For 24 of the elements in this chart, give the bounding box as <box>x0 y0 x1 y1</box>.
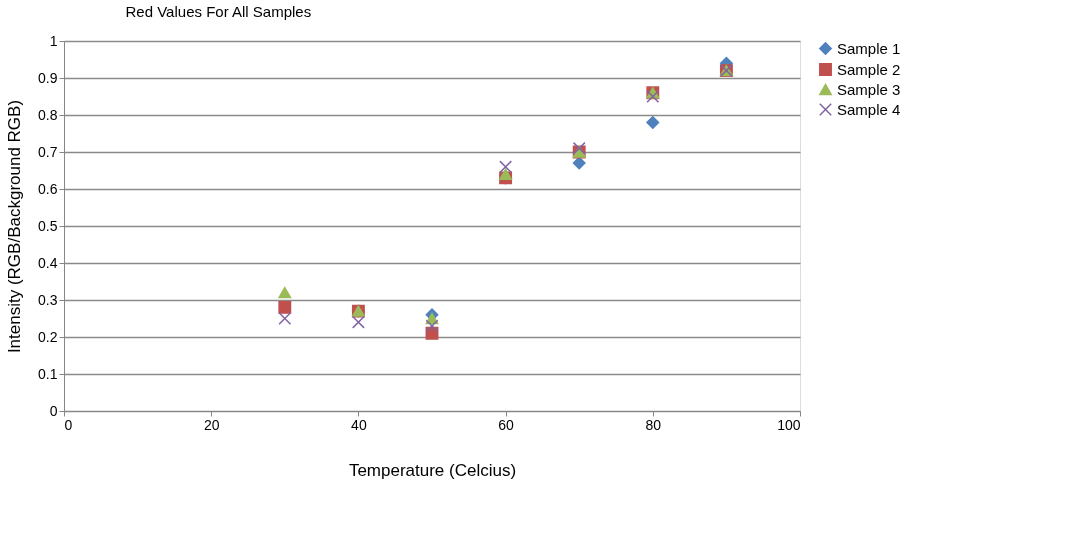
y-tick-label: 0.3 <box>38 291 58 308</box>
legend-label: Sample 2 <box>837 60 901 78</box>
x-tick-label: 20 <box>203 416 220 433</box>
y-axis-title: Intensity (RGB/Background RGB) <box>5 99 25 354</box>
x-axis-title: Temperature (Celcius) <box>348 460 517 480</box>
x-tick-label: 80 <box>645 416 662 433</box>
y-tick-label: 0.5 <box>38 217 58 234</box>
x-tick-label: 0 <box>64 416 73 433</box>
y-tick-label: 0.4 <box>38 254 58 271</box>
y-tick-label: 1 <box>49 32 58 49</box>
chart-title: Red Values For All Samples <box>125 3 312 20</box>
y-tick-label: 0.6 <box>38 180 58 197</box>
legend-label: Sample 1 <box>837 39 901 57</box>
legend-label: Sample 3 <box>837 80 901 98</box>
y-tick-label: 0.9 <box>38 69 58 86</box>
y-tick-label: 0.1 <box>38 365 58 382</box>
x-tick-label: 40 <box>351 416 367 433</box>
x-tick-label: 60 <box>498 416 515 433</box>
x-tick-label: 100 <box>777 416 801 433</box>
y-tick-label: 0 <box>49 402 58 419</box>
legend-label: Sample 4 <box>837 100 901 118</box>
y-tick-label: 0.7 <box>38 143 58 160</box>
y-tick-label: 0.8 <box>38 106 58 123</box>
y-tick-label: 0.2 <box>38 328 58 345</box>
